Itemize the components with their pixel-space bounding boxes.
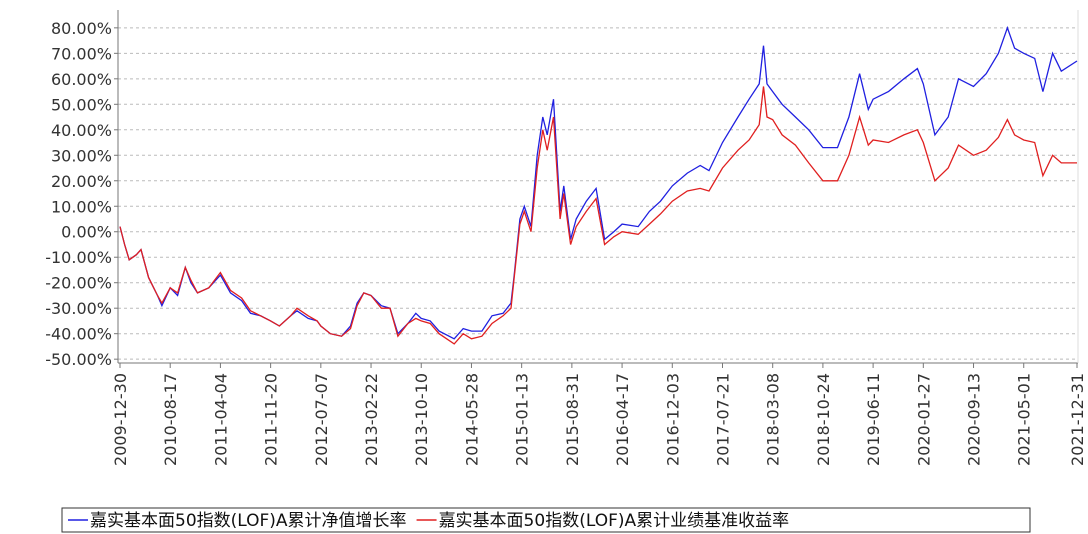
series-line — [119, 86, 1077, 345]
x-tick-label: 2015-01-13 — [513, 373, 532, 466]
legend-label: 嘉实基本面50指数(LOF)A累计业绩基准收益率 — [439, 511, 790, 531]
legend-box — [61, 507, 1031, 533]
x-tick-label: 2020-09-13 — [965, 373, 984, 466]
y-tick-label: -50.00% — [45, 350, 112, 369]
x-tick-label: 2016-12-03 — [663, 373, 682, 466]
x-tick-label: 2018-03-08 — [764, 373, 783, 466]
x-tick-label: 2019-06-11 — [864, 373, 883, 466]
x-tick-label: 2011-11-20 — [262, 373, 281, 466]
x-tick-label: 2017-07-21 — [713, 373, 732, 466]
y-tick-label: 40.00% — [51, 121, 112, 140]
x-tick-label: 2021-05-01 — [1015, 373, 1034, 466]
y-tick-label: -20.00% — [45, 274, 112, 293]
x-tick-label: 2014-05-28 — [462, 373, 481, 466]
series-line — [119, 25, 1078, 340]
y-tick-label: -30.00% — [45, 299, 112, 318]
legend-label: 嘉实基本面50指数(LOF)A累计净值增长率 — [90, 511, 407, 531]
x-tick-label: 2018-10-24 — [814, 373, 833, 466]
x-tick-label: 2013-02-22 — [362, 373, 381, 466]
y-tick-label: 60.00% — [51, 70, 112, 89]
x-tick-label: 2020-01-27 — [914, 373, 933, 466]
y-tick-label: 0.00% — [61, 223, 112, 242]
y-tick-label: 80.00% — [51, 19, 112, 38]
x-tick-label: 2021-12-31 — [1068, 373, 1087, 466]
y-tick-label: 10.00% — [51, 197, 112, 216]
y-tick-label: 50.00% — [51, 95, 112, 114]
y-tick-label: 20.00% — [51, 172, 112, 191]
y-tick-label: -40.00% — [45, 325, 112, 344]
x-tick-label: 2010-08-17 — [161, 373, 180, 466]
x-tick-label: 2011-04-04 — [211, 373, 230, 466]
x-tick-label: 2013-10-10 — [412, 373, 431, 466]
y-tick-label: 70.00% — [51, 44, 112, 63]
x-tick-label: 2015-08-31 — [563, 373, 582, 466]
y-tick-label: -10.00% — [45, 248, 112, 267]
x-tick-label: 2012-07-07 — [312, 373, 331, 466]
y-tick-label: 30.00% — [51, 146, 112, 165]
x-tick-label: 2009-12-30 — [111, 373, 130, 466]
x-tick-label: 2016-04-17 — [613, 373, 632, 466]
